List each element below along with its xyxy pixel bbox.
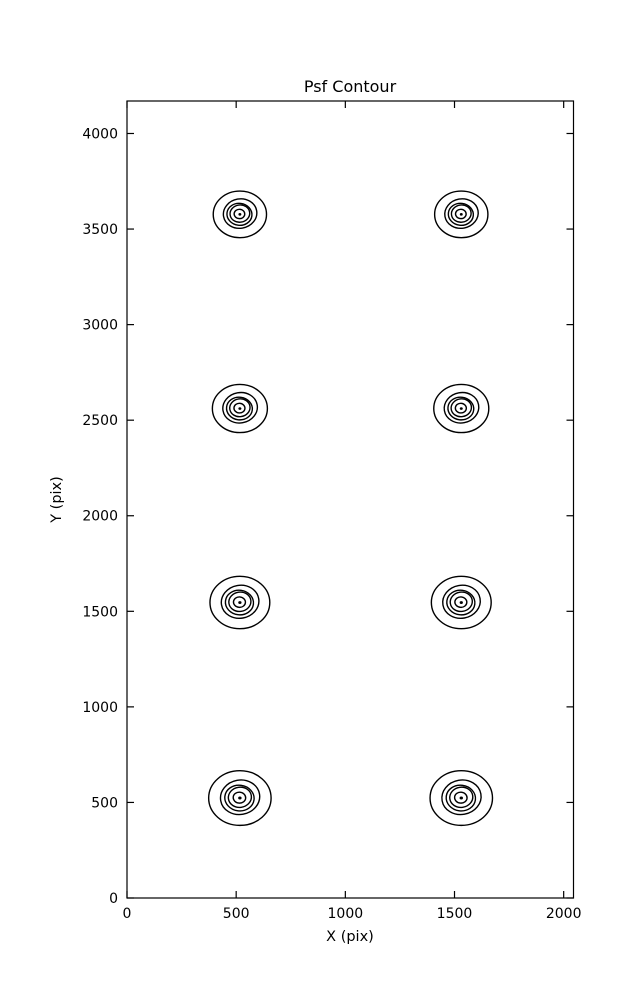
contour-ring: [211, 383, 269, 434]
chart-title: Psf Contour: [304, 77, 397, 96]
y-tick-label: 3000: [82, 318, 118, 334]
contour-ring: [232, 596, 247, 609]
contour-ring: [429, 770, 494, 827]
contour-ring: [233, 208, 246, 220]
y-tick-labels: 0 500 1000 1500 2000 2500 3000 3500 4000: [82, 126, 118, 907]
contour-ring: [222, 198, 258, 230]
contour-ring: [228, 591, 252, 613]
contour-ring: [227, 786, 253, 809]
contour-ring: [443, 391, 480, 424]
contour-ring: [225, 396, 254, 421]
contour-peak-dot: [459, 601, 463, 604]
contour-ring: [453, 791, 468, 804]
contour-cluster: [433, 190, 489, 239]
contour-peak-dot: [238, 407, 242, 410]
contour-ring: [222, 391, 259, 424]
x-tick-label: 500: [223, 906, 250, 922]
contour-ring: [441, 779, 482, 816]
contour-ring: [450, 204, 472, 223]
x-axis-label: X (pix): [326, 929, 374, 945]
contour-ring: [209, 575, 271, 630]
contour-ring: [454, 208, 467, 220]
x-tick-label: 2000: [546, 906, 582, 922]
contour-ring: [445, 784, 477, 812]
y-tick-label: 1500: [82, 604, 118, 620]
contour-ring: [224, 784, 255, 812]
contour-ring: [212, 190, 268, 239]
x-tick-labels: 0 500 1000 1500 2000: [123, 906, 582, 922]
contour-cluster: [209, 575, 271, 630]
contour-ring: [233, 402, 246, 414]
contour-ring: [454, 402, 468, 414]
contour-ring: [207, 770, 272, 827]
contour-clusters: [207, 190, 494, 827]
y-tick-label: 3500: [82, 222, 118, 238]
contour-peak-dot: [459, 796, 463, 800]
contour-ring: [449, 786, 474, 809]
contour-cluster: [211, 383, 269, 434]
contour-peak-dot: [238, 796, 242, 800]
contour-peak-dot: [459, 407, 463, 410]
x-tick-label: 0: [123, 906, 132, 922]
contour-ring: [454, 596, 468, 609]
x-tick-label: 1000: [328, 906, 364, 922]
contour-ring: [232, 791, 247, 804]
y-tick-label: 2000: [82, 509, 118, 525]
contour-peak-dot: [238, 213, 242, 216]
axes-box: [126, 100, 575, 899]
contour-ring: [444, 198, 479, 230]
contour-peak-dot: [238, 601, 242, 604]
contour-ring: [430, 575, 492, 630]
y-tick-label: 4000: [82, 126, 118, 142]
y-tick-label: 0: [109, 891, 118, 907]
x-tick-label: 1500: [437, 906, 473, 922]
contour-ring: [450, 398, 473, 418]
contour-cluster: [212, 190, 268, 239]
contour-ring: [229, 398, 251, 418]
contour-cluster: [433, 383, 490, 434]
contour-cluster: [430, 575, 492, 630]
y-tick-label: 500: [91, 795, 118, 811]
contour-cluster: [429, 770, 494, 827]
contour-ring: [449, 591, 474, 613]
contour-peak-dot: [459, 213, 463, 216]
contour-ring: [433, 383, 490, 434]
y-tick-label: 2500: [82, 413, 118, 429]
contour-ring: [219, 779, 261, 816]
contour-ring: [226, 202, 253, 227]
contour-ring: [447, 202, 475, 227]
tick-marks: [126, 101, 574, 899]
contour-ring: [433, 190, 489, 239]
contour-ring: [447, 396, 475, 421]
contour-ring: [220, 584, 260, 620]
y-tick-label: 1000: [82, 700, 118, 716]
contour-ring: [229, 204, 251, 223]
contour-ring: [446, 589, 476, 616]
contour-cluster: [207, 770, 272, 827]
y-axis-label: Y (pix): [49, 476, 65, 524]
contour-ring: [442, 584, 481, 620]
contour-ring: [224, 589, 255, 616]
